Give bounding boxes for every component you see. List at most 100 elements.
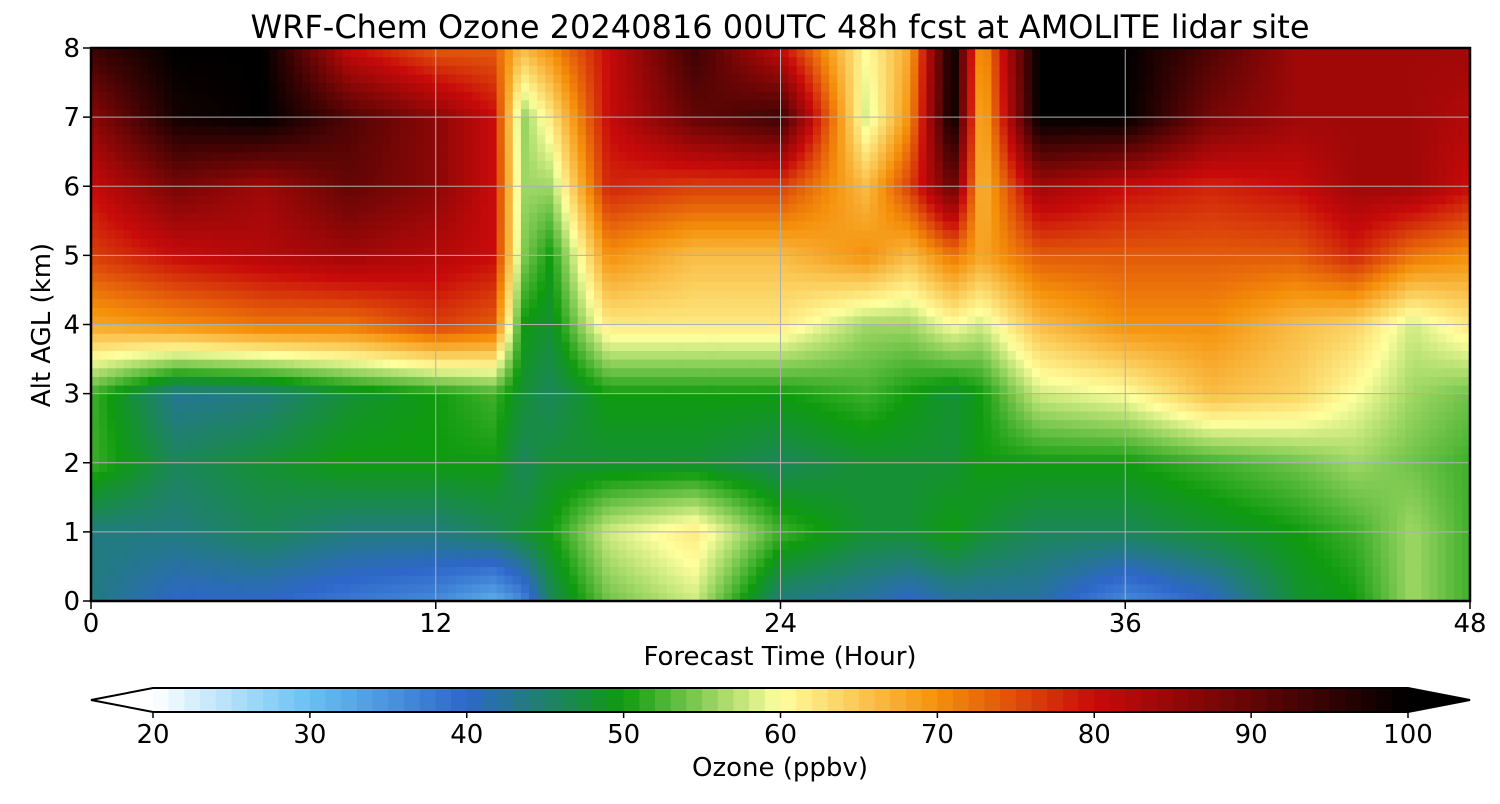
ozone-cell [415, 557, 425, 568]
ozone-cell [285, 575, 295, 585]
ozone-cell [1380, 557, 1390, 568]
ozone-cell [853, 505, 863, 516]
ozone-cell [1461, 350, 1470, 360]
ozone-cell [147, 367, 157, 377]
ozone-cell [1388, 350, 1398, 360]
ozone-cell [212, 436, 222, 447]
ozone-cell [196, 471, 206, 481]
ozone-cell [220, 549, 230, 559]
ozone-cell [1267, 540, 1276, 550]
ozone-cell [999, 445, 1009, 455]
ozone-cell [1267, 445, 1276, 455]
ozone-cell [488, 341, 498, 352]
ozone-cell [885, 566, 895, 576]
ozone-cell [537, 566, 546, 576]
ozone-cell [172, 384, 181, 395]
ozone-cell [1315, 575, 1325, 585]
ozone-cell [561, 436, 571, 447]
ozone-cell [983, 592, 993, 601]
ozone-cell [310, 350, 319, 360]
ozone-cell [512, 471, 522, 481]
ozone-cell [602, 384, 611, 395]
ozone-cell [1072, 480, 1082, 490]
ozone-cell [245, 462, 254, 472]
ozone-cell [983, 566, 993, 576]
ozone-cell [261, 549, 271, 559]
ozone-cell [1218, 436, 1228, 447]
ozone-cell [910, 402, 919, 412]
ozone-cell [829, 350, 838, 360]
ozone-cell [877, 514, 887, 524]
ozone-cell [1348, 575, 1358, 585]
ozone-cell [293, 531, 303, 542]
ozone-cell [545, 540, 554, 550]
ozone-cell [447, 410, 457, 421]
ozone-cell [1023, 557, 1033, 568]
ozone-cell [942, 471, 952, 481]
ozone-cell [1364, 471, 1374, 481]
ozone-cell [1194, 471, 1203, 481]
ozone-cell [115, 419, 125, 429]
ozone-cell [1145, 393, 1155, 403]
ozone-cell [1332, 419, 1341, 429]
ozone-cell [91, 575, 100, 585]
ozone-cell [634, 575, 644, 585]
ozone-cell [480, 592, 490, 601]
ozone-cell [172, 359, 181, 369]
ozone-cell [1332, 384, 1341, 395]
ozone-cell [131, 350, 141, 360]
ozone-cell [212, 428, 222, 438]
ozone-cell [115, 549, 125, 559]
ozone-cell [585, 350, 595, 360]
ozone-cell [812, 402, 822, 412]
ozone-cell [180, 436, 189, 447]
ozone-cell [934, 592, 944, 601]
ozone-cell [1169, 488, 1179, 498]
ozone-cell [1396, 531, 1406, 542]
ozone-cell [220, 350, 230, 360]
ozone-cell [942, 575, 952, 585]
ozone-cell [731, 462, 741, 472]
ozone-cell [447, 445, 457, 455]
ozone-cell [228, 488, 238, 498]
ozone-cell [812, 376, 822, 386]
ozone-cell [626, 436, 636, 447]
ozone-cell [1283, 557, 1293, 568]
ozone-cell [1040, 436, 1049, 447]
ozone-cell [1315, 359, 1325, 369]
ozone-cell [301, 566, 311, 576]
ozone-cell [1015, 531, 1025, 542]
ozone-cell [1405, 410, 1414, 421]
ozone-cell [1048, 454, 1057, 464]
ozone-cell [1153, 471, 1163, 481]
ozone-cell [188, 350, 198, 360]
ozone-cell [1340, 384, 1349, 395]
ozone-cell [164, 583, 173, 593]
ozone-cell [658, 419, 668, 429]
ozone-cell [739, 367, 749, 377]
ozone-cell [1396, 350, 1406, 360]
ozone-cell [618, 436, 627, 447]
ozone-cell [358, 557, 368, 568]
ozone-cell [415, 488, 425, 498]
ozone-cell [829, 557, 838, 568]
ozone-cell [1372, 514, 1382, 524]
ozone-cell [391, 505, 400, 516]
ozone-cell [926, 384, 936, 395]
ozone-cell [894, 557, 903, 568]
ozone-cell [504, 480, 514, 490]
ozone-cell [115, 359, 125, 369]
ozone-cell [1429, 566, 1439, 576]
ozone-cell [1137, 410, 1147, 421]
ozone-cell [569, 531, 579, 542]
ozone-cell [488, 350, 498, 360]
ozone-cell [1202, 549, 1212, 559]
ozone-cell [180, 471, 189, 481]
ozone-cell [139, 428, 149, 438]
ozone-cell [472, 471, 481, 481]
ozone-cell [399, 410, 408, 421]
ozone-cell [415, 462, 425, 472]
ozone-cell [1088, 350, 1098, 360]
ozone-cell [1210, 592, 1220, 601]
ozone-cell [950, 428, 960, 438]
